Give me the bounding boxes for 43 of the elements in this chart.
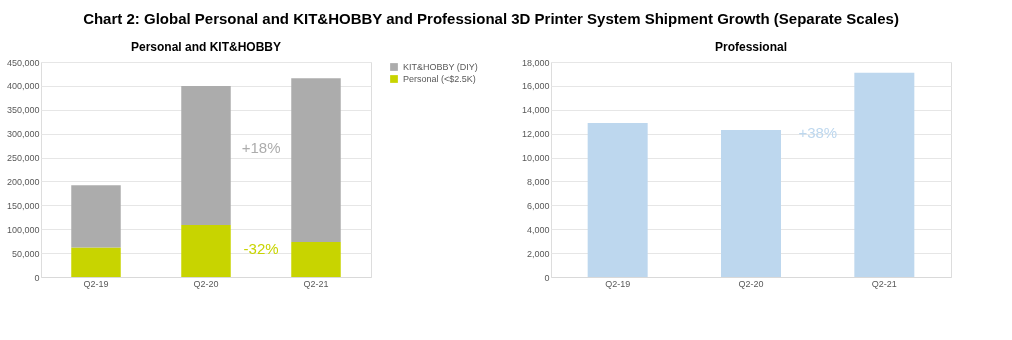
annotation: +18% [241, 139, 281, 156]
x-tick-label: Q2-20 [738, 278, 764, 289]
y-tick-label: 16,000 [521, 81, 550, 92]
bar [721, 130, 781, 277]
bar [71, 247, 121, 277]
bar [291, 78, 341, 243]
y-tick-label: 0 [544, 272, 550, 283]
bar [854, 72, 915, 277]
y-tick-label: 4,000 [526, 224, 550, 235]
annotation: +38% [798, 123, 838, 141]
x-tick-label: Q2-19 [83, 278, 109, 289]
bar [181, 224, 231, 277]
y-tick-label: 100,000 [6, 224, 40, 235]
bar [291, 242, 341, 277]
y-tick-label: 0 [34, 272, 40, 283]
y-tick-label: 250,000 [6, 153, 40, 164]
chart-title: Professional [714, 40, 788, 54]
annotation: -32% [243, 240, 279, 258]
y-tick-label: 18,000 [521, 57, 550, 68]
bar [71, 185, 121, 248]
y-tick-label: 8,000 [526, 176, 550, 187]
legend-label: Personal (<$2.5K) [403, 74, 476, 84]
text: Chart 2: Global Personal and KIT&HOBBY and Professional 3D Printer System Shipment Growth (Separate Scales) [83, 10, 899, 27]
x-tick-label: Q2-21 [871, 278, 897, 289]
x-tick-label: Q2-20 [193, 278, 219, 289]
y-tick-label: 10,000 [521, 153, 550, 164]
y-tick-label: 2,000 [526, 248, 550, 259]
y-tick-label: 200,000 [6, 176, 40, 187]
bar [587, 122, 648, 277]
legend-label: KIT&HOBBY (DIY) [403, 62, 478, 72]
y-tick-label: 12,000 [521, 129, 550, 140]
y-tick-label: 150,000 [6, 200, 40, 211]
y-tick-label: 6,000 [526, 200, 550, 211]
y-tick-label: 14,000 [521, 105, 550, 116]
x-tick-label: Q2-21 [303, 278, 329, 289]
y-tick-label: 400,000 [6, 81, 40, 92]
y-tick-label: 450,000 [6, 57, 40, 68]
y-tick-label: 350,000 [6, 105, 40, 116]
x-tick-label: Q2-19 [605, 278, 631, 289]
y-tick-label: 50,000 [11, 248, 40, 259]
chart-title: Personal and KIT&HOBBY [130, 40, 282, 54]
y-tick-label: 300,000 [6, 129, 40, 140]
bar [181, 85, 231, 225]
